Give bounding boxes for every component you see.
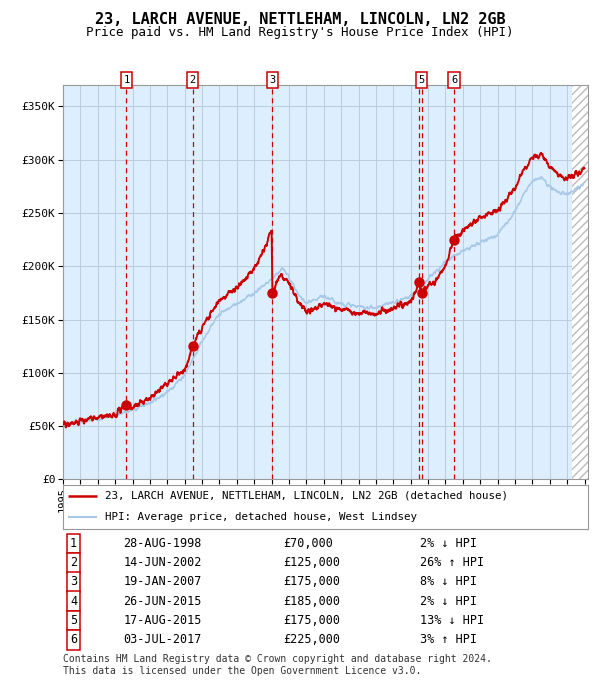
Text: 03-JUL-2017: 03-JUL-2017	[124, 633, 202, 646]
Text: 28-AUG-1998: 28-AUG-1998	[124, 537, 202, 550]
Text: 5: 5	[419, 75, 425, 85]
Text: 2% ↓ HPI: 2% ↓ HPI	[420, 537, 477, 550]
Text: 2% ↓ HPI: 2% ↓ HPI	[420, 595, 477, 608]
Text: 1: 1	[70, 537, 77, 550]
Text: Price paid vs. HM Land Registry's House Price Index (HPI): Price paid vs. HM Land Registry's House …	[86, 26, 514, 39]
Text: HPI: Average price, detached house, West Lindsey: HPI: Average price, detached house, West…	[105, 512, 417, 522]
Text: 1: 1	[124, 75, 130, 85]
Text: 2: 2	[190, 75, 196, 85]
Text: £185,000: £185,000	[284, 595, 341, 608]
Text: 13% ↓ HPI: 13% ↓ HPI	[420, 614, 484, 627]
Text: £70,000: £70,000	[284, 537, 334, 550]
Text: 2: 2	[70, 556, 77, 569]
Text: 4: 4	[70, 595, 77, 608]
Text: 17-AUG-2015: 17-AUG-2015	[124, 614, 202, 627]
Text: 19-JAN-2007: 19-JAN-2007	[124, 575, 202, 588]
Text: £125,000: £125,000	[284, 556, 341, 569]
Text: 6: 6	[70, 633, 77, 646]
Bar	[572, 74, 590, 479]
Text: 8% ↓ HPI: 8% ↓ HPI	[420, 575, 477, 588]
Text: 3: 3	[70, 575, 77, 588]
Text: 23, LARCH AVENUE, NETTLEHAM, LINCOLN, LN2 2GB: 23, LARCH AVENUE, NETTLEHAM, LINCOLN, LN…	[95, 12, 505, 27]
Text: Contains HM Land Registry data © Crown copyright and database right 2024.
This d: Contains HM Land Registry data © Crown c…	[63, 654, 492, 676]
Text: 3% ↑ HPI: 3% ↑ HPI	[420, 633, 477, 646]
Text: 5: 5	[70, 614, 77, 627]
Text: 3: 3	[269, 75, 275, 85]
Text: 26% ↑ HPI: 26% ↑ HPI	[420, 556, 484, 569]
Text: £175,000: £175,000	[284, 575, 341, 588]
Text: 14-JUN-2002: 14-JUN-2002	[124, 556, 202, 569]
Text: 26-JUN-2015: 26-JUN-2015	[124, 595, 202, 608]
Text: 6: 6	[451, 75, 457, 85]
Text: £225,000: £225,000	[284, 633, 341, 646]
Text: 23, LARCH AVENUE, NETTLEHAM, LINCOLN, LN2 2GB (detached house): 23, LARCH AVENUE, NETTLEHAM, LINCOLN, LN…	[105, 491, 508, 501]
Text: £175,000: £175,000	[284, 614, 341, 627]
